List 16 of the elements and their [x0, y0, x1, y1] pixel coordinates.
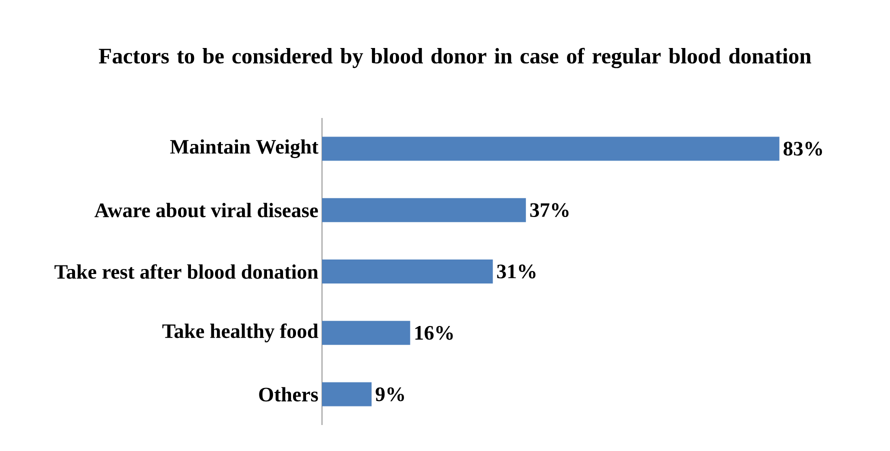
chart-title: Factors to be considered by blood donor in case of regular blood donation: [98, 48, 812, 68]
data-label: 9%: [376, 387, 404, 402]
bar: [322, 320, 410, 345]
y-tick-label: Take rest after blood donation: [54, 264, 318, 279]
bar: [322, 136, 780, 161]
data-label: 37%: [530, 203, 568, 218]
bar: [322, 260, 493, 284]
data-label: 16%: [415, 326, 453, 340]
y-tick-label: Take healthy food: [162, 323, 318, 342]
y-tick-label: Maintain Weight: [170, 139, 318, 158]
y-tick-label: Aware about viral disease: [94, 202, 318, 218]
data-label: 31%: [497, 264, 536, 278]
bar: [322, 382, 372, 406]
data-label: 83%: [784, 142, 822, 156]
bar: [322, 198, 526, 222]
y-tick-label: Others: [259, 387, 318, 402]
